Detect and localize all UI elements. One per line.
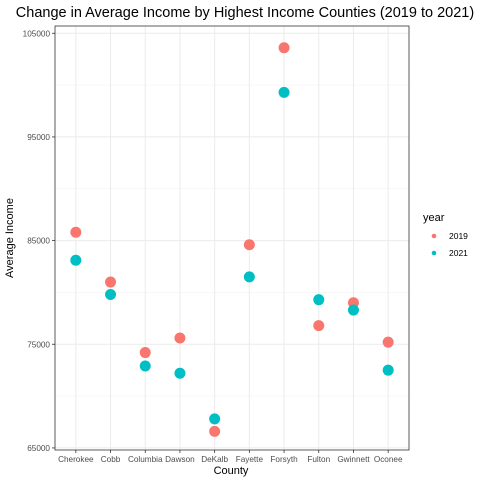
plot-panel	[54, 25, 410, 451]
data-point-2021	[382, 364, 394, 376]
data-points	[70, 42, 394, 437]
x-tick-label: Cherokee	[58, 455, 94, 464]
x-axis: Cherokee Cobb Columbia Dawson DeKalb Fayette F…	[58, 450, 403, 464]
data-point-2021	[209, 413, 221, 425]
data-point-2021	[139, 360, 151, 372]
x-tick-label: Fayette	[236, 455, 264, 464]
data-point-2021	[313, 294, 325, 306]
data-point-2021	[278, 86, 290, 98]
data-point-2019	[174, 332, 186, 344]
data-point-2021	[347, 304, 359, 316]
chart-title: Change in Average Income by Highest Inco…	[16, 5, 474, 21]
legend-title: year	[423, 212, 445, 224]
y-tick-label: 85000	[27, 237, 50, 246]
legend: year 2019 2021	[423, 212, 468, 258]
y-axis-title: Average Income	[4, 198, 16, 278]
data-point-2021	[70, 254, 82, 266]
data-point-2019	[105, 276, 117, 288]
data-point-2021	[174, 367, 186, 379]
legend-key-2019	[431, 233, 437, 239]
x-tick-label: Columbia	[128, 455, 163, 464]
data-point-2019	[243, 239, 255, 251]
data-point-2019	[70, 226, 82, 238]
x-tick-label: Cobb	[101, 455, 121, 464]
y-tick-label: 65000	[27, 444, 50, 453]
x-tick-label: DeKalb	[201, 455, 228, 464]
data-point-2021	[105, 288, 117, 300]
x-tick-label: Fulton	[307, 455, 330, 464]
x-tick-label: Forsyth	[270, 455, 298, 464]
panel-background	[55, 26, 409, 450]
data-point-2019	[139, 347, 151, 359]
data-point-2019	[278, 42, 290, 54]
y-axis: 65000 75000 85000 95000 105000	[23, 29, 55, 453]
x-axis-title: County	[214, 465, 249, 477]
data-point-2019	[209, 425, 221, 437]
data-point-2019	[382, 336, 394, 348]
y-tick-label: 105000	[23, 29, 51, 38]
data-point-2021	[243, 271, 255, 283]
y-tick-label: 75000	[27, 340, 50, 349]
legend-label-2021: 2021	[449, 248, 468, 258]
legend-label-2019: 2019	[449, 231, 468, 241]
y-tick-label: 95000	[27, 133, 50, 142]
x-tick-label: Dawson	[165, 455, 195, 464]
data-point-2019	[313, 320, 325, 332]
x-tick-label: Oconee	[374, 455, 403, 464]
x-tick-label: Gwinnett	[337, 455, 370, 464]
legend-key-2021	[431, 250, 437, 256]
panel-border	[54, 25, 410, 451]
